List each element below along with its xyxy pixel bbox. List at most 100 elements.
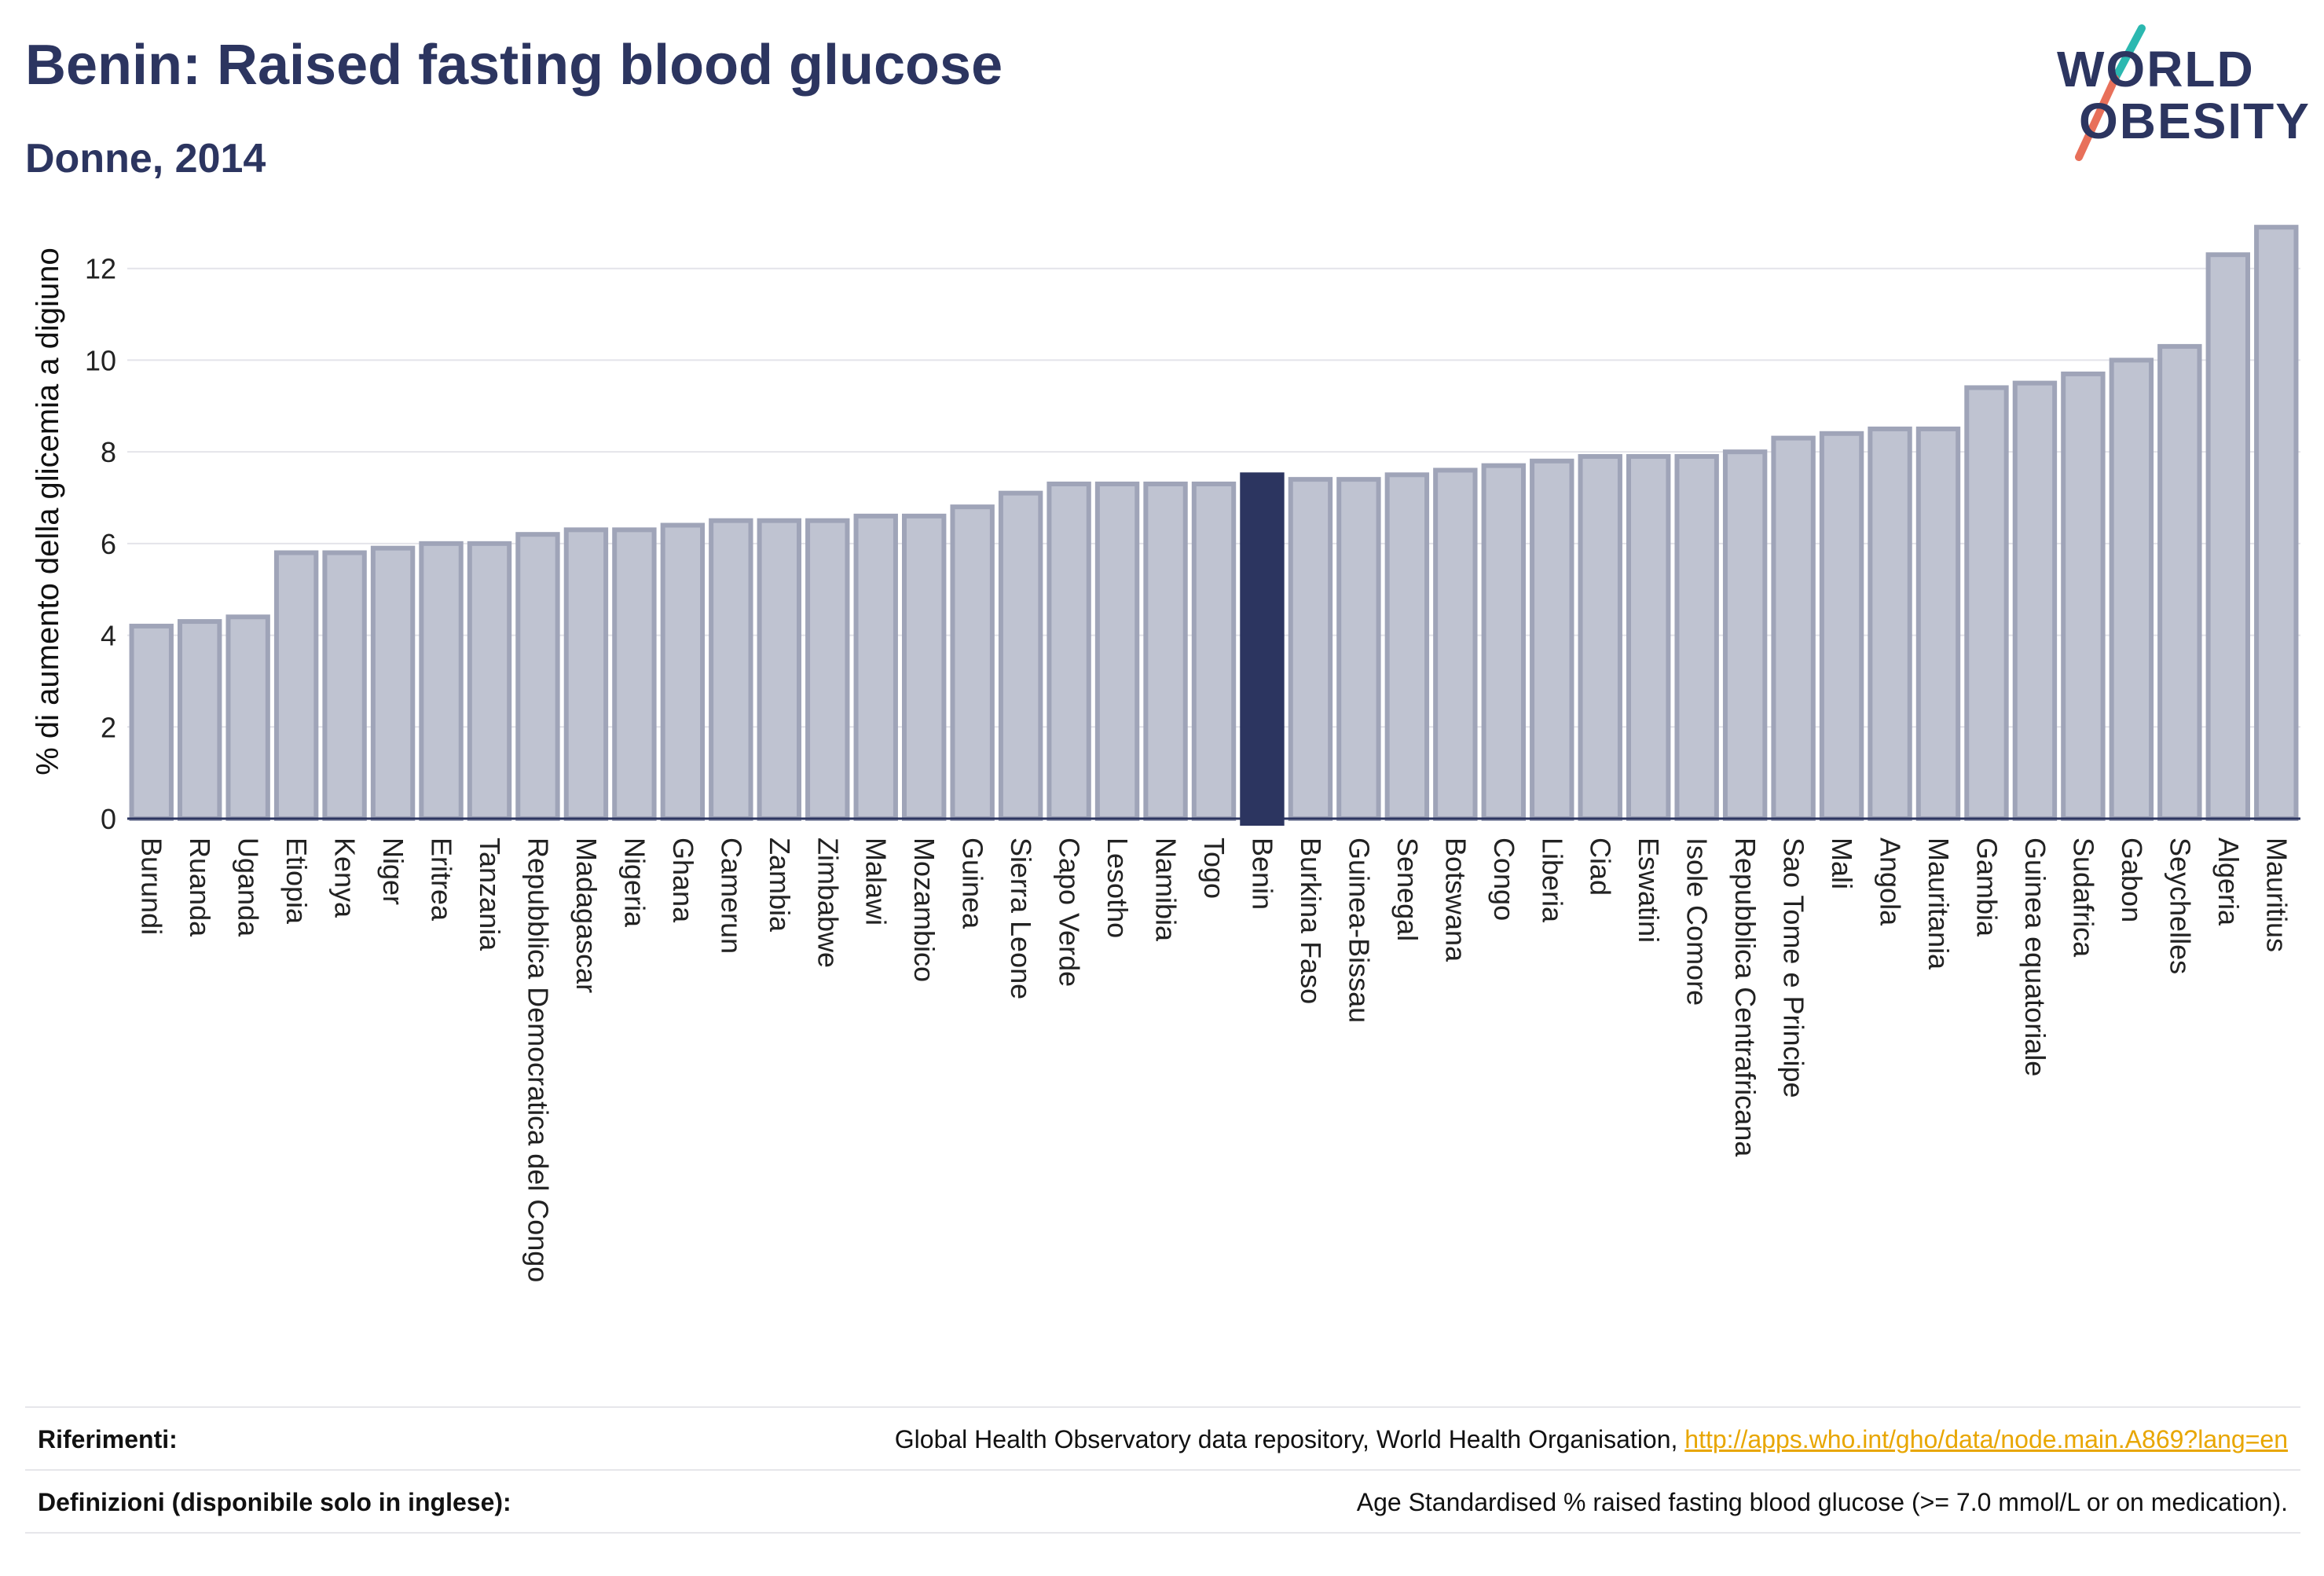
x-category-label: Uganda <box>233 837 265 937</box>
references-text: Global Health Observatory data repositor… <box>894 1425 1685 1453</box>
bar-capo-verde <box>1047 481 1091 821</box>
y-tick-label: 12 <box>85 253 116 285</box>
x-category-label: Malawi <box>860 837 893 925</box>
footer-divider <box>25 1532 2300 1534</box>
bar-malawi <box>853 513 898 821</box>
bar-mali <box>1819 431 1864 821</box>
x-category-label: Repubblica Centrafricana <box>1729 837 1761 1157</box>
bar-guinea-bissau <box>1336 477 1381 821</box>
x-category-label: Gabon <box>2116 837 2148 922</box>
bar-guinea <box>950 504 995 821</box>
chart-subtitle: Donne, 2014 <box>25 136 266 181</box>
bar-etiopia <box>273 550 319 821</box>
y-tick-label: 8 <box>101 436 116 468</box>
bar-lesotho <box>1094 481 1140 821</box>
bar-benin <box>1240 472 1285 826</box>
x-category-label: Isole Comore <box>1681 837 1714 1006</box>
bar-camerun <box>709 518 753 821</box>
bar-namibia <box>1143 481 1188 821</box>
bar-nigeria <box>612 527 657 821</box>
x-category-label: Nigeria <box>618 837 651 928</box>
bar-togo <box>1191 481 1237 821</box>
x-category-label: Ghana <box>667 837 699 923</box>
bar-algeria <box>2205 252 2251 821</box>
bar-isole-comore <box>1674 453 1719 821</box>
definitions-label: Definizioni (disponibile solo in inglese… <box>38 1488 511 1516</box>
bar-eswatini <box>1626 453 1671 821</box>
x-category-label: Zambia <box>764 837 796 933</box>
bar-mauritania <box>1915 426 1961 821</box>
bar-congo <box>1481 463 1527 821</box>
x-category-label: Guinea <box>957 837 989 929</box>
bar-guinea-equatoriale <box>2012 380 2058 822</box>
bar-gabon <box>2109 357 2154 821</box>
bar-kenya <box>322 550 367 821</box>
y-tick-label: 4 <box>101 620 116 652</box>
x-category-label: Liberia <box>1536 837 1568 923</box>
bar-burkina-faso <box>1288 477 1333 821</box>
x-category-label: Algeria <box>2212 837 2245 926</box>
y-tick-label: 6 <box>101 528 116 560</box>
y-tick-label: 10 <box>85 344 116 376</box>
bar-mozambico <box>901 513 947 821</box>
bar-uganda <box>225 614 270 821</box>
bar-angola <box>1868 426 1912 821</box>
bar-niger <box>370 545 416 821</box>
bar-zimbabwe <box>805 518 850 821</box>
x-category-label: Mozambico <box>908 837 940 982</box>
x-category-label: Senegal <box>1391 837 1424 941</box>
x-category-label: Ruanda <box>184 837 216 937</box>
x-axis-categories: Burundi Ruanda Uganda Etiopia Kenya Niger Erit… <box>136 837 2293 1282</box>
y-tick-label: 2 <box>101 711 116 743</box>
references-value: Global Health Observatory data repositor… <box>895 1425 2288 1454</box>
x-category-label: Burkina Faso <box>1295 837 1327 1004</box>
x-category-label: Sao Tome e Principe <box>1778 837 1810 1098</box>
x-category-label: Kenya <box>329 837 361 918</box>
bar-repubblica-centrafricana <box>1722 449 1768 821</box>
bar-seychelles <box>2157 343 2202 821</box>
bar-ruanda <box>177 619 222 821</box>
bar-madagascar <box>563 527 609 821</box>
x-category-label: Eswatini <box>1633 837 1665 943</box>
x-category-label: Mauritius <box>2260 837 2293 952</box>
x-category-label: Repubblica Democratica del Congo <box>522 837 554 1282</box>
bar-sudafrica <box>2061 371 2106 822</box>
x-category-label: Congo <box>1488 837 1520 921</box>
x-category-label: Sierra Leone <box>1005 837 1037 999</box>
references-link[interactable]: http://apps.who.int/gho/data/node.main.A… <box>1684 1425 2288 1453</box>
bar-sierra-leone <box>998 490 1043 821</box>
logo-text-world: WORLD <box>2057 41 2255 97</box>
bar-sao-tome-e-principe <box>1771 435 1816 821</box>
x-category-label: Mali <box>1826 837 1858 889</box>
bar-mauritius <box>2254 225 2299 822</box>
bar-eritrea <box>419 541 464 821</box>
x-category-label: Camerun <box>715 837 747 954</box>
bar-botswana <box>1433 467 1478 821</box>
bar-repubblica-democratica-del-congo <box>515 532 560 821</box>
x-category-label: Zimbabwe <box>812 837 844 968</box>
x-category-label: Guinea equatoriale <box>2019 837 2051 1076</box>
x-category-label: Capo Verde <box>1054 837 1086 987</box>
x-category-label: Togo <box>1198 837 1230 899</box>
bar-gambia <box>1964 385 2009 821</box>
x-category-label: Seychelles <box>2164 837 2196 974</box>
x-category-label: Tanzania <box>474 837 506 951</box>
bar-ghana <box>660 522 706 821</box>
x-category-label: Niger <box>377 837 409 905</box>
x-category-label: Burundi <box>136 837 168 935</box>
x-category-label: Etiopia <box>280 837 313 925</box>
x-category-label: Madagascar <box>570 837 603 993</box>
world-obesity-logo: WORLD OBESITY <box>2043 22 2310 171</box>
x-category-label: Angola <box>1875 837 1907 926</box>
bar-chart: 0 2 4 6 8 10 12 Burundi Ruanda Uganda Etiopia Keny… <box>31 225 2300 1282</box>
x-category-label: Namibia <box>1150 837 1182 942</box>
y-axis-ticks: 0 2 4 6 8 10 12 <box>85 253 116 835</box>
y-tick-label: 0 <box>101 803 116 835</box>
x-category-label: Lesotho <box>1102 837 1134 938</box>
chart-title: Benin: Raised fasting blood glucose <box>25 34 1003 97</box>
x-category-label: Guinea-Bissau <box>1343 837 1375 1023</box>
x-category-label: Benin <box>1246 837 1278 910</box>
definitions-value: Age Standardised % raised fasting blood … <box>1356 1488 2288 1516</box>
x-category-label: Sudafrica <box>2067 837 2099 958</box>
bar-zambia <box>757 518 802 821</box>
